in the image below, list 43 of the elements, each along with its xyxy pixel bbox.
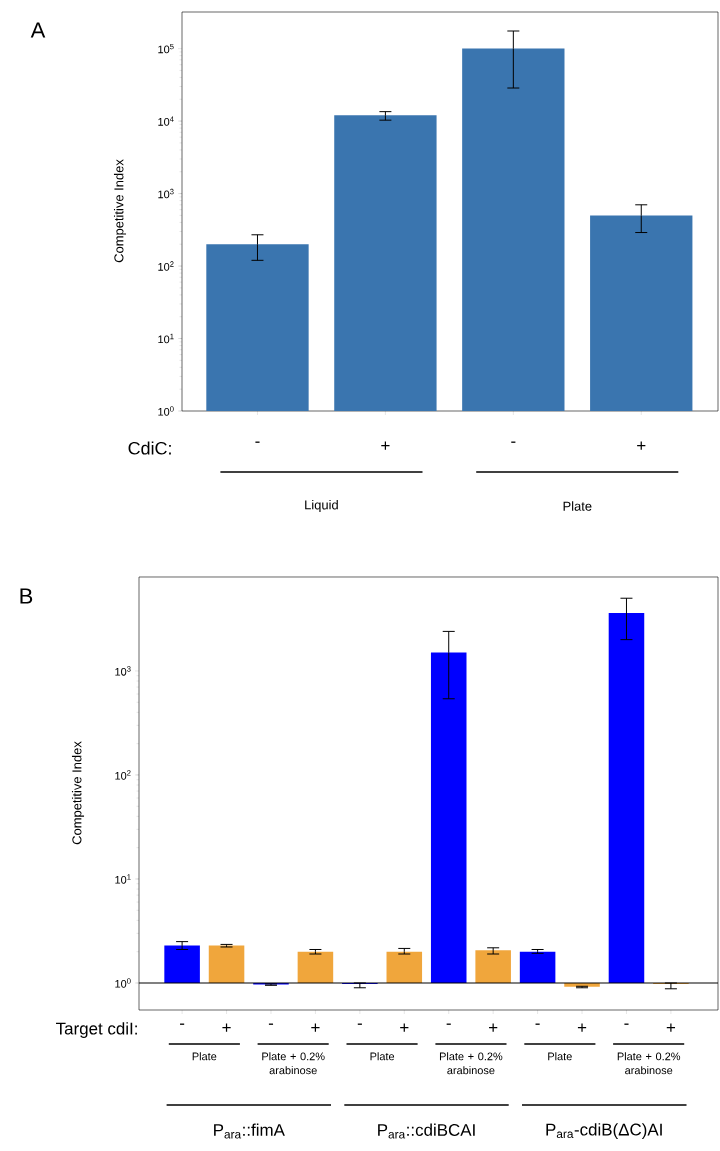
text: Plate	[563, 501, 592, 511]
x-tick-label: -	[255, 441, 260, 443]
text: P$_{ara}$::fimA	[214, 1123, 285, 1139]
text: Plate	[548, 1052, 572, 1061]
x-tick-label: +	[400, 1023, 409, 1032]
x-tick-label: +	[381, 441, 390, 450]
x-tick-label: +	[222, 1023, 231, 1032]
text: P$_{ara}$-cdiB(ΔC)AI	[546, 1123, 662, 1139]
y-tick-label: 10$^{0}$	[158, 406, 174, 416]
x-tick-label: -	[180, 1023, 185, 1025]
y-tick-label: 10$^{3}$	[115, 666, 131, 676]
y-tick-label: 10$^{4}$	[158, 116, 174, 126]
y-tick-label: 10$^{5}$	[158, 43, 174, 54]
x-tick-label: +	[666, 1023, 676, 1032]
y-tick-label: 10$^{1}$	[115, 874, 131, 884]
chart-title: B	[20, 588, 33, 604]
y-axis-title: Competitive Index	[71, 741, 85, 845]
x-tick-label: -	[535, 1023, 540, 1025]
y-tick-label: 10$^{2}$	[158, 261, 174, 271]
x-tick-label: +	[489, 1023, 498, 1032]
text: Plate + 0.2% arabinose	[262, 1052, 325, 1075]
text: Plate + 0.2% arabinose	[439, 1052, 503, 1075]
y-axis-title: Competitive Index	[113, 159, 127, 263]
x-tick-label: -	[268, 1023, 274, 1025]
y-tick-label: 10$^{2}$	[115, 770, 131, 780]
y-tick-label: 10$^{3}$	[158, 188, 174, 199]
text: CdiC:	[128, 441, 171, 455]
text: P$_{ara}$::cdiBCAI	[378, 1123, 475, 1139]
text: Liquid	[305, 499, 338, 513]
text: Target cdiI:	[56, 1022, 137, 1038]
x-tick-label: +	[311, 1023, 320, 1032]
x-tick-label: -	[624, 1023, 629, 1025]
chart-title: A	[30, 22, 46, 38]
text: Plate + 0.2% arabinose	[617, 1052, 681, 1075]
x-tick-label: -	[511, 441, 516, 443]
x-tick-label: -	[446, 1023, 451, 1025]
x-tick-label: +	[637, 441, 646, 450]
x-tick-label: +	[577, 1023, 587, 1032]
y-tick-label: 10$^{1}$	[158, 333, 174, 344]
text: Plate	[370, 1052, 395, 1061]
y-tick-label: 10$^{0}$	[115, 978, 131, 988]
x-tick-label: -	[357, 1023, 362, 1025]
text: Plate	[192, 1052, 217, 1061]
